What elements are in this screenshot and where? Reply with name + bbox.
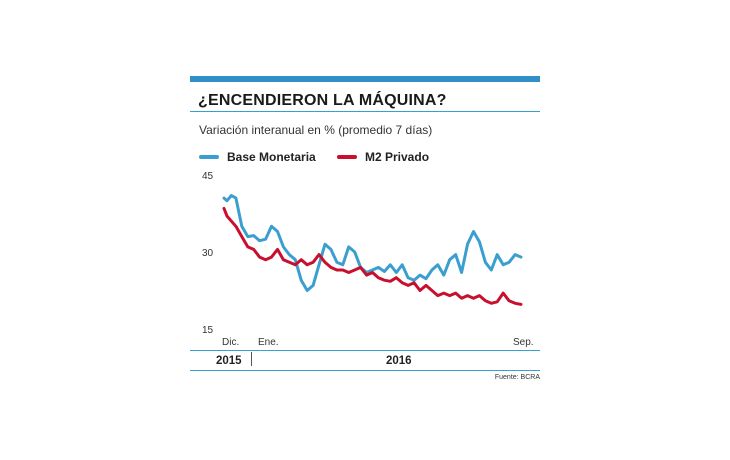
legend-label-m2-privado: M2 Privado (365, 150, 430, 164)
x-tick-label: Sep. (513, 337, 534, 348)
source-note: Fuente: BCRA (494, 374, 540, 381)
legend-item-m2-privado: M2 Privado (337, 150, 429, 164)
chart-title: ¿ENCENDIERON LA MÁQUINA? (198, 92, 447, 109)
y-tick-label: 30 (202, 248, 214, 259)
legend-swatch-base-monetaria (199, 155, 219, 159)
year-row: 2015 2016 (190, 350, 540, 370)
year-row-bottom-rule (190, 370, 540, 371)
top-accent-bar (190, 76, 540, 82)
title-divider (190, 111, 540, 112)
year-label-2016: 2016 (386, 355, 412, 367)
year-separator (251, 352, 252, 366)
y-tick-label: 45 (202, 171, 214, 182)
year-label-2015: 2015 (216, 355, 242, 367)
x-tick-label: Dic. (222, 337, 239, 348)
legend-item-base-monetaria: Base Monetaria (199, 150, 316, 164)
chart-subtitle: Variación interanual en % (promedio 7 dí… (199, 123, 433, 137)
y-tick-label: 15 (202, 325, 214, 336)
x-tick-label: Ene. (258, 337, 279, 348)
series-line-base-monetaria (222, 194, 523, 292)
legend-label-base-monetaria: Base Monetaria (227, 150, 316, 164)
legend-swatch-m2-privado (337, 155, 357, 159)
year-row-top-rule (190, 350, 540, 351)
series-line-m2-privado (222, 206, 523, 306)
